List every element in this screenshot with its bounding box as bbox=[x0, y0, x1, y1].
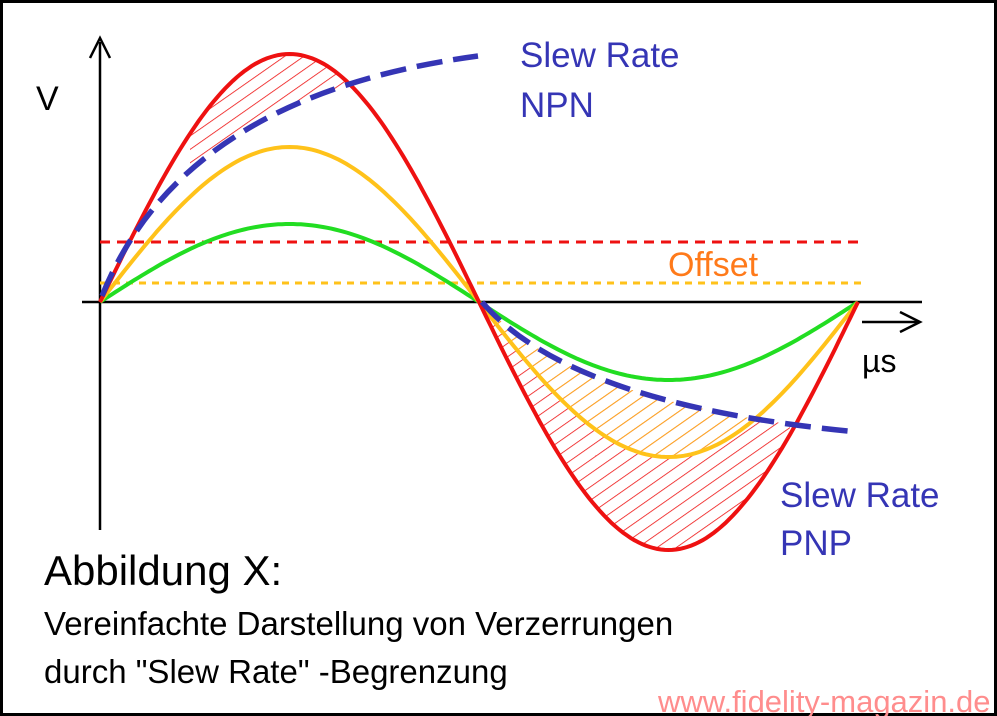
hatch-area-pnp-yellow bbox=[482, 302, 760, 457]
slew-npn-label-line2: NPN bbox=[520, 86, 594, 125]
watermark: www.fidelity-magazin.de bbox=[657, 684, 991, 716]
caption-line1: Vereinfachte Darstellung von Verzerrunge… bbox=[44, 605, 673, 642]
slew-rate-pnp-line bbox=[479, 300, 859, 435]
offset-label: Offset bbox=[668, 246, 759, 284]
y-axis-arrow bbox=[88, 35, 112, 59]
slew-pnp-label-line1: Slew Rate bbox=[780, 476, 940, 515]
slew-pnp-label-line2: PNP bbox=[780, 524, 852, 563]
caption-line2: durch "Slew Rate" -Begrenzung bbox=[44, 653, 508, 690]
x-axis-unit-label: µs bbox=[862, 343, 896, 379]
slew-npn-label-line1: Slew Rate bbox=[520, 36, 680, 75]
y-axis-label: V bbox=[36, 80, 59, 118]
sine-red bbox=[98, 51, 860, 553]
x-unit-arrow-head bbox=[899, 310, 923, 334]
caption-title: Abbildung X: bbox=[44, 547, 282, 594]
slew-rate-npn-line bbox=[99, 53, 479, 298]
hatch-area-npn bbox=[190, 54, 478, 171]
